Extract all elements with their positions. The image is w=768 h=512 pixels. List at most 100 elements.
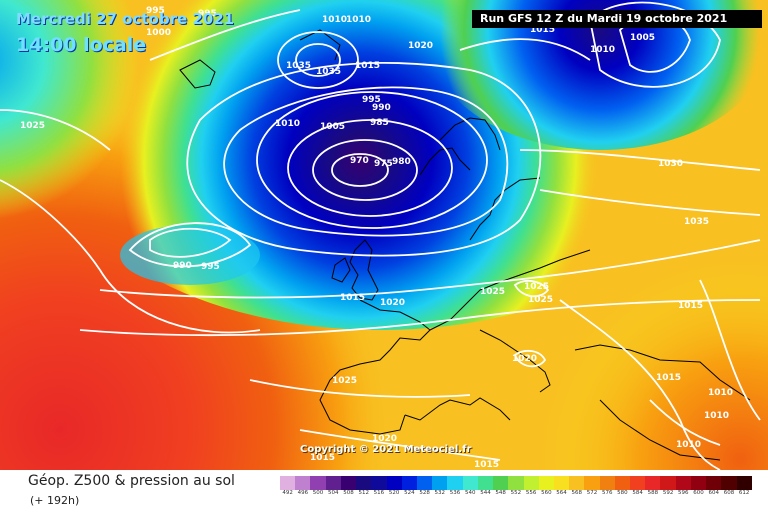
isobar-label: 995 xyxy=(198,9,217,19)
scale-label: 596 xyxy=(678,490,689,496)
scale-label: 600 xyxy=(693,490,704,496)
scale-swatch xyxy=(690,476,707,490)
scale-label: 592 xyxy=(662,490,674,496)
isobar-label: 970 xyxy=(350,156,369,166)
isobar-label: 1020 xyxy=(408,41,433,51)
scale-swatch xyxy=(371,476,387,490)
scale-swatch xyxy=(675,476,691,490)
isobar-label: 1010 xyxy=(704,411,729,421)
forecast-range: (+ 192h) xyxy=(30,494,80,507)
scale-swatch xyxy=(386,476,402,490)
scale-label: 608 xyxy=(723,490,735,496)
isobar-label: 1025 xyxy=(528,295,553,305)
map-canvas: 995 995 1000 1010 1010 1020 1015 1010 10… xyxy=(0,0,768,470)
scale-swatch xyxy=(584,476,600,490)
forecast-time: 14:00 locale xyxy=(16,34,147,56)
isobar-label: 1005 xyxy=(320,122,345,132)
isobar-label: 1025 xyxy=(20,121,45,131)
scale-label: 536 xyxy=(449,490,461,496)
isobar-lines xyxy=(0,1,761,470)
scale-label: 588 xyxy=(647,490,659,496)
scale-label: 580 xyxy=(617,490,628,496)
isobar-label: 1010 xyxy=(322,15,347,25)
scale-label: 552 xyxy=(510,490,522,496)
scale-swatch xyxy=(356,476,372,490)
weather-map: 995 995 1000 1010 1010 1020 1015 1010 10… xyxy=(0,0,768,470)
scale-swatch xyxy=(599,476,615,490)
scale-label: 504 xyxy=(328,490,339,496)
isobar-label: 1035 xyxy=(316,67,341,77)
scale-label: 524 xyxy=(404,490,415,496)
isobar-label: 1015 xyxy=(656,373,681,383)
scale-swatch xyxy=(310,476,326,490)
isobar-label: 1015 xyxy=(530,25,555,35)
isobar-label: 1010 xyxy=(676,440,701,450)
scale-swatch xyxy=(706,476,722,490)
isobar-label: 1015 xyxy=(474,460,499,470)
scale-label: 528 xyxy=(419,490,430,496)
field-west-trough xyxy=(120,225,260,285)
isobar-label: 1025 xyxy=(332,376,357,386)
scale-swatch xyxy=(447,476,463,490)
scale-swatch xyxy=(614,476,631,490)
scale-label: 568 xyxy=(571,490,583,496)
scale-label: 544 xyxy=(480,490,491,496)
scale-swatch xyxy=(538,476,554,490)
scale-label: 532 xyxy=(434,490,446,496)
scale-swatch xyxy=(553,476,570,490)
scale-swatch xyxy=(645,476,661,490)
isobar-labels: 995 995 1000 1010 1010 1020 1015 1010 10… xyxy=(20,6,733,470)
scale-swatch xyxy=(569,476,585,490)
isobar-label: 1000 xyxy=(146,28,171,38)
map-title: Géop. Z500 & pression au sol xyxy=(28,473,235,489)
isobar-label: 975 xyxy=(374,159,393,169)
isobar-label: 1010 xyxy=(346,15,371,25)
isobar-label: 1035 xyxy=(684,217,709,227)
copyright: Copyright © 2021 Meteociel.fr xyxy=(300,444,472,455)
isobar-label: 1030 xyxy=(658,159,683,169)
scale-label: 584 xyxy=(632,490,643,496)
isobar-label: 1025 xyxy=(524,282,549,292)
scale-label: 492 xyxy=(282,490,293,496)
scale-label: 500 xyxy=(312,490,324,496)
field-north-east xyxy=(430,0,768,150)
scale-label: 556 xyxy=(525,490,537,496)
isobar-label: 1035 xyxy=(286,61,311,71)
forecast-date: Mercredi 27 octobre 2021 xyxy=(16,10,235,28)
scale-label: 612 xyxy=(738,490,750,496)
scale-swatch xyxy=(630,476,646,490)
scale-label: 516 xyxy=(373,490,385,496)
color-scale-bar xyxy=(280,476,752,490)
scale-swatch xyxy=(477,476,494,490)
scale-swatch xyxy=(493,476,509,490)
isobar-label: 1010 xyxy=(708,388,733,398)
isobar-label: 990 xyxy=(372,103,391,113)
isobar-label: 995 xyxy=(362,95,381,105)
isobar-label: 1025 xyxy=(480,287,505,297)
scale-label: 496 xyxy=(297,490,309,496)
isobar-label: 990 xyxy=(173,261,192,271)
isobar-label: 995 xyxy=(146,6,165,16)
legend-footer: Géop. Z500 & pression au sol (+ 192h) 49… xyxy=(0,470,768,512)
scale-label: 520 xyxy=(388,490,400,496)
scale-label: 572 xyxy=(586,490,598,496)
scale-swatch xyxy=(401,476,417,490)
scale-swatch xyxy=(295,476,311,490)
scale-label: 540 xyxy=(464,490,476,496)
scale-swatch xyxy=(736,476,752,490)
isobar-label: 1015 xyxy=(355,61,380,71)
scale-swatch xyxy=(340,476,357,490)
color-scale-labels: 492 496 500 504 508 512 516 520 524 528 532 536 540 5… xyxy=(280,490,752,500)
scale-swatch xyxy=(432,476,448,490)
scale-swatch xyxy=(523,476,539,490)
scale-swatch xyxy=(508,476,524,490)
scale-swatch xyxy=(325,476,341,490)
scale-label: 548 xyxy=(495,490,506,496)
scale-label: 604 xyxy=(708,490,719,496)
scale-swatch xyxy=(280,476,296,490)
isobar-label: 1015 xyxy=(340,293,365,303)
scale-swatch xyxy=(416,476,433,490)
isobar-label: 1015 xyxy=(310,453,335,463)
scale-swatch xyxy=(660,476,676,490)
isobar-label: 980 xyxy=(392,157,411,167)
